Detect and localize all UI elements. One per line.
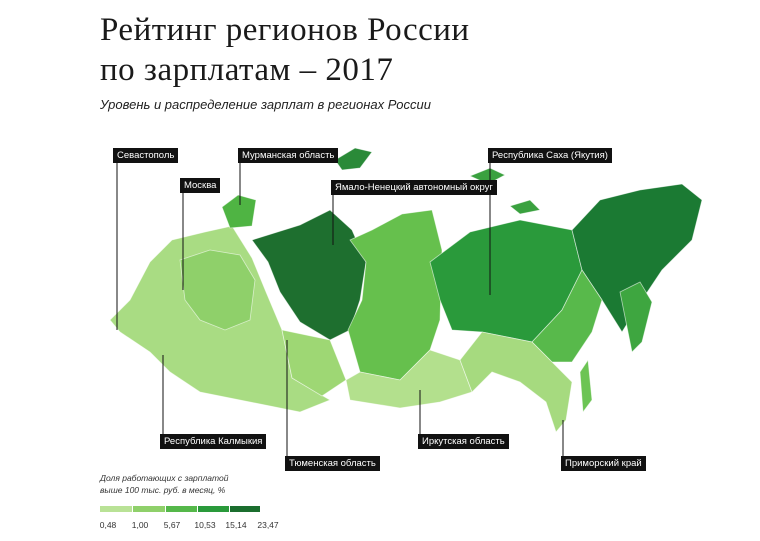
map-label: Приморский край	[561, 456, 646, 471]
region	[531, 269, 603, 363]
region	[459, 331, 573, 433]
legend-tick: 5,67	[163, 520, 181, 530]
island	[334, 147, 373, 171]
legend-tick: 0,48	[99, 520, 117, 530]
map-label: Республика Саха (Якутия)	[488, 148, 612, 163]
legend-swatch	[100, 506, 132, 512]
map-label: Тюменская область	[285, 456, 380, 471]
map-label: Мурманская область	[238, 148, 339, 163]
map-label: Севастополь	[113, 148, 179, 163]
region	[221, 194, 257, 229]
legend-swatch	[198, 506, 229, 512]
region	[281, 329, 347, 397]
region	[619, 281, 653, 353]
map-label: Ямало-Ненецкий автономный округ	[331, 180, 497, 195]
legend-tick: 10,53	[194, 520, 216, 530]
map-label: Москва	[180, 178, 221, 193]
legend-swatch	[230, 506, 260, 512]
legend-tick: 23,47	[257, 520, 279, 530]
island	[509, 199, 541, 215]
title-line: Рейтинг регионов России	[100, 12, 470, 48]
legend-title-line: Доля работающих с зарплатой	[100, 473, 229, 483]
map-label: Иркутская область	[418, 434, 509, 449]
legend-title: Доля работающих с зарплатой выше 100 тыс…	[100, 472, 228, 496]
title-line: по зарплатам – 2017	[100, 52, 394, 88]
region	[579, 358, 593, 414]
map-label: Республика Калмыкия	[160, 434, 267, 449]
legend-title-line: выше 100 тыс. руб. в месяц, %	[100, 485, 226, 495]
legend-swatch	[166, 506, 197, 512]
subtitle: Уровень и распределение зарплат в регион…	[100, 97, 431, 112]
region	[345, 349, 473, 409]
region	[179, 249, 256, 331]
legend-swatch	[133, 506, 165, 512]
legend-tick: 1,00	[131, 520, 149, 530]
legend-tick: 15,14	[225, 520, 247, 530]
title: Рейтинг регионов России по зарплатам – 2…	[100, 10, 470, 90]
